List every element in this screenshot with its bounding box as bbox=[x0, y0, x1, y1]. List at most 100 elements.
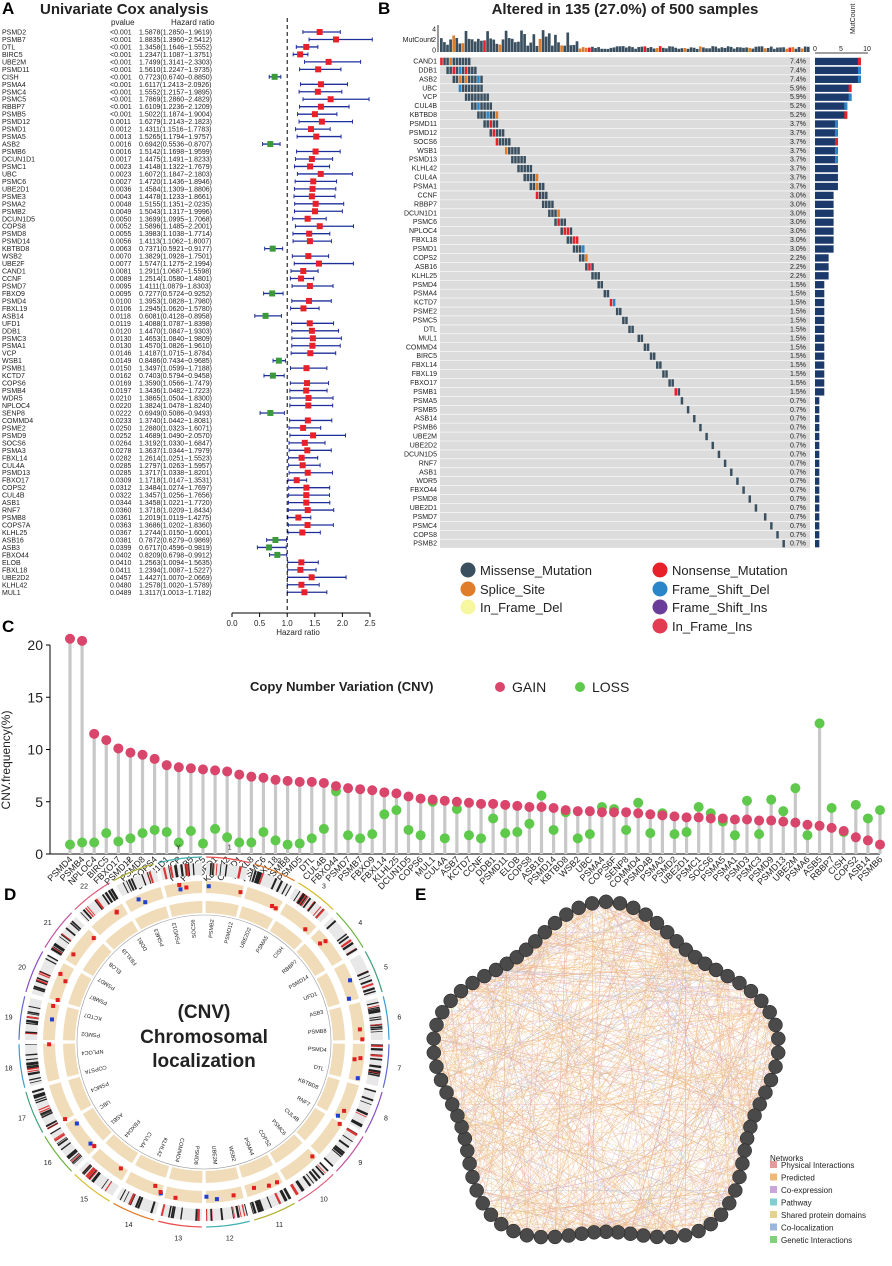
chromosome-label: 5 bbox=[384, 965, 388, 972]
chromosome-band bbox=[60, 1142, 72, 1151]
chromosome-ideogram bbox=[289, 888, 330, 923]
chromosome-band bbox=[33, 985, 46, 992]
mutation-count-bar bbox=[815, 102, 848, 110]
oncoplot-gene-frequency: 7.4% bbox=[790, 67, 806, 74]
mutcount-bar bbox=[467, 38, 471, 52]
pvalue-value: <0.001 bbox=[110, 30, 132, 37]
cnv-point bbox=[177, 882, 182, 887]
legend-swatch bbox=[652, 562, 668, 578]
cnv-loss-point bbox=[645, 828, 656, 839]
network-edge bbox=[540, 1012, 770, 1238]
chromosome-color-arc bbox=[335, 912, 364, 948]
cnv-point bbox=[348, 978, 353, 983]
network-node bbox=[728, 1183, 743, 1198]
pvalue-value: 0.0361 bbox=[110, 515, 132, 522]
network-edge bbox=[656, 1163, 743, 1238]
chromosome-band bbox=[127, 879, 135, 891]
gene-label: COMMD4 bbox=[2, 418, 33, 425]
hazard-ratio-value: 1.3983(1.1038−1.7714) bbox=[139, 231, 212, 238]
chromosome-band bbox=[360, 979, 373, 986]
oncoplot-gene-frequency: 3.7% bbox=[790, 184, 806, 191]
network-legend: Physical InteractionsPredictedCo-express… bbox=[770, 1161, 866, 1245]
chromosome-band bbox=[50, 947, 63, 956]
cnv-point bbox=[337, 1121, 342, 1126]
oncoplot-legend: Missense_Mutation Nonsense_MutationSplice… bbox=[460, 562, 788, 634]
mutcount-bar bbox=[443, 42, 446, 52]
chromosome-band bbox=[283, 1187, 291, 1200]
mutation-cell bbox=[517, 156, 520, 164]
chromosome-band bbox=[53, 943, 65, 952]
oncoplot-gene-label: PSMA5 bbox=[413, 398, 437, 405]
mutcount-bar bbox=[501, 39, 505, 52]
inner-circle bbox=[76, 914, 332, 1170]
cnv-track-inner bbox=[63, 1007, 80, 1041]
cnv-loss-point bbox=[197, 838, 208, 849]
mutation-cell bbox=[477, 93, 480, 101]
mutation-count-bar bbox=[815, 84, 852, 92]
legend-label: Frame_Shift_Ins bbox=[672, 600, 768, 615]
oncoplot-gene-label: FBXL19 bbox=[412, 371, 437, 378]
cnv-track-inner bbox=[134, 906, 170, 930]
mutcount-bar bbox=[732, 48, 736, 52]
mutation-cell bbox=[529, 173, 533, 182]
cnv-loss-point bbox=[572, 833, 583, 844]
cnv-point bbox=[178, 887, 183, 892]
cnv-loss-point bbox=[343, 830, 354, 841]
hazard-ratio-value: 1.2394(1.0087−1.5227) bbox=[139, 567, 212, 574]
oncoplot-gene-frequency: 3.0% bbox=[790, 237, 806, 244]
network-edge bbox=[710, 991, 752, 1225]
mutation-cell bbox=[471, 75, 474, 83]
chromosome-band bbox=[137, 1196, 144, 1209]
mutcount-bar bbox=[446, 44, 449, 52]
cnv-track bbox=[279, 903, 317, 936]
hazard-ratio-point bbox=[299, 462, 306, 469]
cnv-gain-point bbox=[657, 810, 668, 821]
mutation-cell bbox=[597, 272, 600, 280]
network-edge bbox=[495, 969, 762, 1002]
pvalue-value: 0.0220 bbox=[110, 403, 132, 410]
cnv-y-tick-label: 10 bbox=[27, 742, 43, 758]
hazard-ratio-value: 1.2614(1.0251−1.5523) bbox=[139, 455, 212, 462]
oncoplot-gene-label: PSMD12 bbox=[409, 130, 437, 137]
cnv-point bbox=[206, 884, 211, 889]
network-edge bbox=[450, 1000, 740, 1178]
hazard-ratio-value: 1.3458(1.1646−1.5552) bbox=[139, 44, 212, 51]
hazard-ratio-value: 1.5747(1.1275−2.1994) bbox=[139, 261, 212, 268]
cnv-track bbox=[244, 886, 283, 913]
mutation-count-bar bbox=[815, 307, 825, 316]
cnv-point bbox=[47, 1042, 52, 1047]
forest-axis: 0.0 0.5 1.0 1.5 2.0 2.5 bbox=[226, 18, 376, 628]
gene-location-label: UBC bbox=[98, 1098, 111, 1109]
cnv-gain-point bbox=[318, 777, 329, 788]
cnv-track bbox=[310, 1117, 343, 1155]
mutation-cell bbox=[748, 495, 752, 503]
cnv-point bbox=[270, 904, 275, 909]
cnv-loss-point bbox=[306, 833, 317, 844]
mutation-cell bbox=[492, 129, 496, 137]
mutation-cell bbox=[495, 138, 499, 146]
cnv-loss-point bbox=[790, 783, 801, 794]
network-edge bbox=[472, 982, 542, 1238]
mutcount-tick: 2 bbox=[432, 37, 436, 44]
mutation-cell bbox=[609, 298, 613, 307]
gene-label: PSMB2 bbox=[2, 209, 26, 216]
cnv-point bbox=[355, 1076, 360, 1081]
cnv-gain-point bbox=[536, 801, 547, 812]
cnv-point bbox=[184, 885, 189, 890]
mutation-count-bar bbox=[815, 352, 825, 360]
mutation-cell bbox=[538, 182, 542, 191]
gene-location-label: PSMD12 bbox=[224, 922, 235, 945]
cnv-gain-point bbox=[717, 813, 728, 824]
mutation-cell bbox=[646, 343, 650, 351]
oncoplot-gene-frequency: 0.7% bbox=[790, 496, 806, 503]
mutation-cell bbox=[511, 156, 514, 164]
oncoplot-gene-label: CAND1 bbox=[413, 59, 437, 66]
cnv-gain-point bbox=[415, 793, 426, 804]
cnv-gain-point bbox=[524, 801, 535, 812]
hazard-ratio-point bbox=[312, 208, 319, 215]
network-edge bbox=[469, 1163, 582, 1234]
mutation-cell bbox=[458, 75, 462, 83]
hazard-ratio-point bbox=[308, 193, 315, 200]
mutation-cell bbox=[569, 236, 573, 244]
mutation-cell bbox=[480, 93, 483, 101]
